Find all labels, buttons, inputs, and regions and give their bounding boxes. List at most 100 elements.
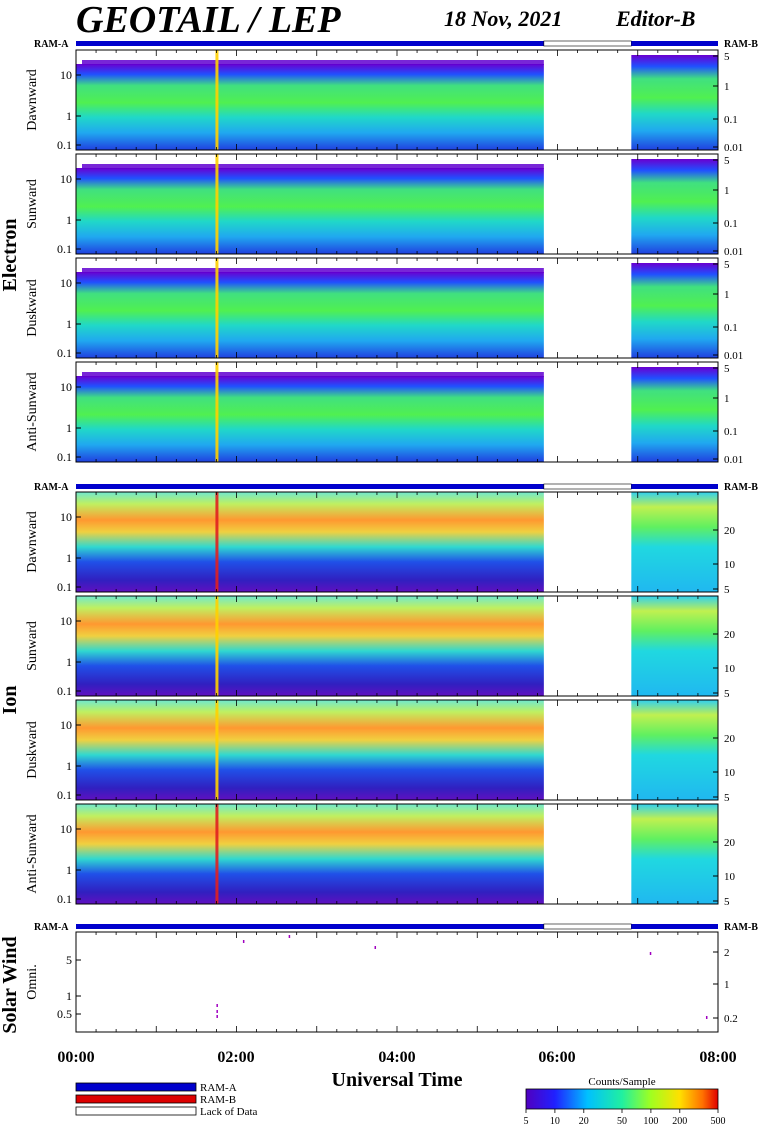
- right-tick-label: 5: [724, 584, 730, 596]
- right-tick-label: 0.2: [724, 1013, 738, 1025]
- right-tick-label: 5: [724, 792, 730, 804]
- mode-bar-ram-a: [631, 41, 718, 46]
- panel-ion-dawnward: [75, 491, 719, 593]
- left-tick-label: 1: [66, 317, 72, 331]
- right-tick-label: 0.01: [724, 350, 743, 362]
- mode-label-right: RAM-B: [724, 39, 758, 50]
- panel-electron-sunward: [75, 153, 719, 255]
- spectrogram-spike: [215, 50, 219, 150]
- left-tick-label: 10: [60, 276, 72, 290]
- solar-wind-point: [649, 952, 652, 955]
- left-tick-label: 1: [66, 213, 72, 227]
- panel-electron-anti-sunward: [75, 361, 719, 463]
- left-tick-label: 1: [66, 421, 72, 435]
- spectrogram-spike: [215, 154, 219, 254]
- time-tick-3: 06:00: [538, 1049, 575, 1066]
- left-tick-label: 0.1: [57, 892, 72, 906]
- right-tick-label: 0.01: [724, 142, 743, 154]
- channel-label: Anti-Sunward: [25, 372, 40, 451]
- left-tick-label: 0.1: [57, 684, 72, 698]
- left-tick-label: 0.1: [57, 580, 72, 594]
- channel-label: Dawnward: [25, 511, 40, 572]
- colorbar-tick-label: 10: [550, 1116, 560, 1127]
- left-tick-label: 10: [60, 718, 72, 732]
- mode-label-left: RAM-A: [34, 922, 69, 933]
- left-tick-label: 1: [66, 655, 72, 669]
- spectrogram-spike: [215, 700, 219, 800]
- legend: RAM-A RAM-B Lack of Data: [75, 1082, 258, 1118]
- spectrogram-fringe: [82, 60, 544, 65]
- right-tick-label: 1: [724, 393, 730, 405]
- right-tick-label: 0.1: [724, 322, 738, 334]
- solar-wind-point: [216, 1015, 218, 1018]
- right-tick-label: 10: [724, 871, 736, 883]
- spectrogram-segment-1: [76, 64, 544, 150]
- colorbar-tick-label: 500: [711, 1116, 726, 1127]
- left-tick-label: 0.1: [57, 138, 72, 152]
- channel-label: Duskward: [25, 721, 40, 779]
- left-tick-label: 1: [66, 109, 72, 123]
- panel-ion-anti-sunward: [75, 803, 719, 905]
- right-tick-label: 10: [724, 663, 736, 675]
- left-tick-label: 10: [60, 380, 72, 394]
- left-tick-label: 10: [60, 510, 72, 524]
- mode-bar-ram-a: [76, 484, 544, 489]
- left-tick-label: 0.1: [57, 346, 72, 360]
- spectrogram-segment-2: [631, 159, 718, 254]
- spectrogram-segment-1: [76, 804, 544, 904]
- right-tick-label: 10: [724, 767, 736, 779]
- page-title: GEOTAIL / LEP: [76, 0, 341, 41]
- right-tick-label: 1: [724, 979, 730, 991]
- channel-label: Sunward: [25, 179, 40, 229]
- panel-ion-sunward: [75, 595, 719, 697]
- legend-swatch-ram-a: [75, 1082, 197, 1092]
- left-tick-label: 1: [66, 863, 72, 877]
- time-tick-0: 00:00: [57, 1049, 94, 1066]
- right-tick-label: 5: [724, 155, 730, 167]
- solar-wind-point: [705, 1016, 708, 1019]
- mode-bar-ram-a: [76, 924, 544, 929]
- channel-label: Anti-Sunward: [25, 814, 40, 893]
- right-tick-label: 0.01: [724, 246, 743, 258]
- spectrogram-segment-1: [76, 168, 544, 254]
- channel-label: Dawnward: [25, 69, 40, 130]
- mode-label-right: RAM-B: [724, 482, 758, 493]
- mode-label-right: RAM-B: [724, 922, 758, 933]
- right-tick-label: 0.1: [724, 114, 738, 126]
- mode-bar-gap: [543, 483, 632, 490]
- group-label-solar-wind: Solar Wind: [0, 936, 21, 1033]
- spectrogram-segment-1: [76, 596, 544, 696]
- mode-label-left: RAM-A: [34, 482, 69, 493]
- left-tick-label: 5: [66, 953, 72, 967]
- spectrogram-segment-2: [631, 700, 718, 800]
- mode-bar-gap: [543, 40, 632, 47]
- legend-label-ram-b: RAM-B: [200, 1094, 236, 1106]
- right-tick-label: 20: [724, 837, 736, 849]
- date-label: 18 Nov, 2021: [444, 6, 562, 31]
- right-tick-label: 0.1: [724, 426, 738, 438]
- panel-electron-dawnward: [75, 49, 719, 151]
- spectrogram-spike: [215, 258, 219, 358]
- channel-label: Duskward: [25, 279, 40, 337]
- solar-wind-point: [374, 946, 377, 949]
- legend-swatch-ram-b: [75, 1094, 197, 1104]
- right-tick-label: 10: [724, 559, 736, 571]
- mode-bar-ram-a: [76, 41, 544, 46]
- spectrogram-fringe: [82, 164, 544, 169]
- panel-ion-duskward: [75, 699, 719, 801]
- left-tick-label: 0.1: [57, 450, 72, 464]
- colorbar-title: Counts/Sample: [588, 1076, 655, 1088]
- colorbar-tick-label: 200: [672, 1116, 687, 1127]
- right-tick-label: 5: [724, 896, 730, 908]
- solar-wind-point: [216, 1004, 218, 1007]
- spectrogram-fringe: [82, 268, 544, 273]
- labels-layer: RAM-A RAM-B RAM-A RAM-B RAM-A RAM-B 10 1 0.1 5 1 0.…: [25, 39, 758, 1025]
- right-tick-label: 5: [724, 51, 730, 63]
- right-tick-label: 0.01: [724, 454, 743, 466]
- time-axis-label: Universal Time: [332, 1069, 463, 1091]
- left-tick-label: 10: [60, 172, 72, 186]
- spectrogram-segment-1: [76, 700, 544, 800]
- right-tick-label: 1: [724, 185, 730, 197]
- left-tick-label: 1: [66, 551, 72, 565]
